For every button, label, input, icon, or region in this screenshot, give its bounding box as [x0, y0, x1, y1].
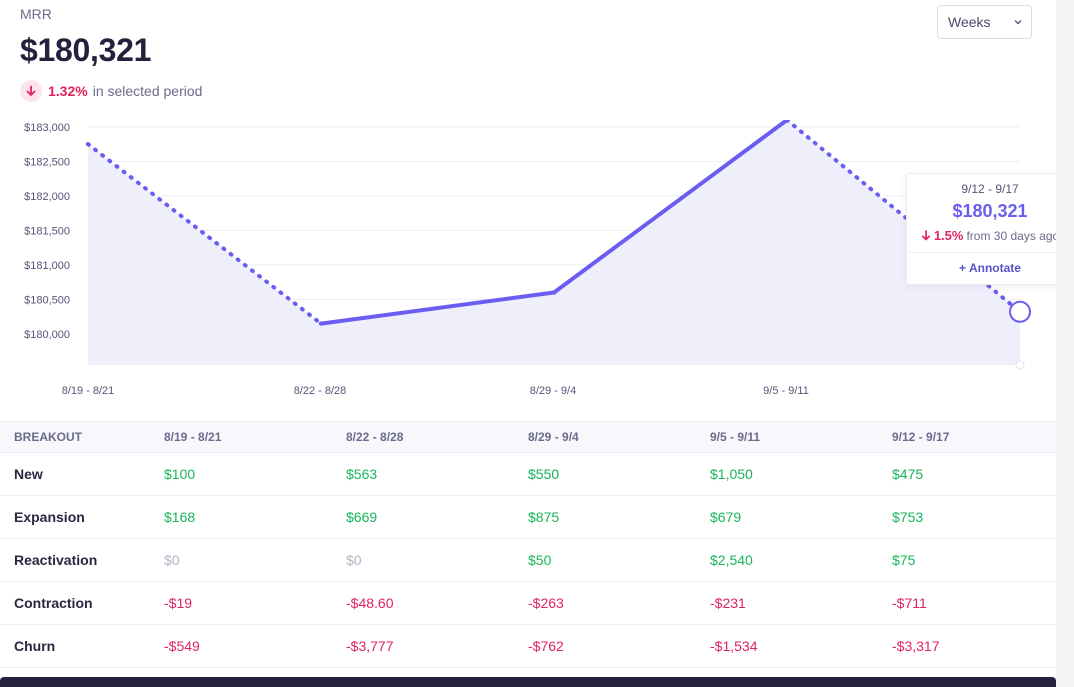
- table-cell: $563: [346, 466, 378, 482]
- series-line-segment: [86, 142, 323, 326]
- highlight-point: [1009, 300, 1031, 323]
- row-label: New: [14, 466, 43, 482]
- table-body: New $100 $563 $550 $1,050 $475 Expansion $168 $6…: [0, 453, 1056, 668]
- y-tick-label: $181,000: [24, 260, 70, 272]
- table-row: Expansion $168 $669 $875 $679 $753: [0, 496, 1056, 539]
- metric-change-percent: 1.32%: [48, 83, 88, 99]
- series-line-segment: [552, 120, 789, 295]
- row-label: Contraction: [14, 595, 93, 611]
- table-row: New $100 $563 $550 $1,050 $475: [0, 453, 1056, 496]
- y-tick-label: $181,500: [24, 225, 70, 237]
- table-cell: $475: [892, 466, 924, 482]
- data-point: [319, 321, 323, 326]
- table-cell: $100: [164, 466, 196, 482]
- tooltip-date: 9/12 - 9/17: [961, 182, 1019, 196]
- table-cell: $1,050: [710, 466, 753, 482]
- mrr-line-chart: $183,000 $182,500 $182,000 $181,500 $181,000…: [24, 120, 1031, 397]
- table-header-cell: 8/29 - 9/4: [528, 430, 579, 444]
- x-tick-label: 8/29 - 9/4: [530, 385, 576, 397]
- table-cell: $168: [164, 509, 196, 525]
- table-cell: -$263: [528, 595, 564, 611]
- x-tick-label: 9/5 - 9/11: [763, 385, 809, 397]
- annotate-button[interactable]: + Annotate: [959, 261, 1021, 275]
- chevron-down-icon: [1014, 20, 1022, 25]
- series-line-segment: [319, 290, 556, 326]
- table-header: BREAKOUT 8/19 - 8/21 8/22 - 8/28 8/29 - …: [0, 421, 1056, 453]
- y-tick-label: $180,500: [24, 294, 70, 306]
- table-cell: $753: [892, 509, 924, 525]
- tooltip-divider: [907, 252, 1073, 253]
- table-cell: -$3,317: [892, 638, 940, 654]
- area-fill: [88, 120, 1020, 365]
- table-cell: -$711: [892, 595, 927, 611]
- table-row: Reactivation $0 $0 $50 $2,540 $75: [0, 539, 1056, 582]
- table-cell: $2,540: [710, 552, 753, 568]
- table-cell: $679: [710, 509, 742, 525]
- y-tick-label: $182,000: [24, 191, 70, 203]
- table-header-cell: 8/19 - 8/21: [164, 430, 222, 444]
- table-header-cell: 8/22 - 8/28: [346, 430, 404, 444]
- table-cell: $0: [346, 552, 362, 568]
- metric-change: 1.32% in selected period: [20, 80, 202, 102]
- chart-tooltip: 9/12 - 9/17 $180,321 1.5% from 30 days a…: [906, 173, 1074, 285]
- bottom-bar: [0, 677, 1056, 687]
- y-tick-label: $182,500: [24, 156, 70, 168]
- arrow-down-icon: [20, 80, 42, 102]
- table-cell: -$231: [710, 595, 746, 611]
- x-tick-label: 8/19 - 8/21: [62, 385, 115, 397]
- table-row: Contraction -$19 -$48.60 -$263 -$231 -$711: [0, 582, 1056, 625]
- table-cell: -$762: [528, 638, 564, 654]
- data-point: [552, 290, 556, 295]
- x-tick-label: 8/22 - 8/28: [294, 385, 347, 397]
- table-row: Churn -$549 -$3,777 -$762 -$1,534 -$3,317: [0, 625, 1056, 668]
- tooltip-change-percent: 1.5%: [933, 228, 964, 243]
- data-point: [86, 142, 90, 147]
- y-tick-label: $183,000: [24, 122, 70, 134]
- table-cell: -$1,534: [710, 638, 758, 654]
- breakout-table: BREAKOUT 8/19 - 8/21 8/22 - 8/28 8/29 - …: [0, 421, 1056, 668]
- metric-label: MRR: [20, 6, 52, 22]
- row-label: Reactivation: [14, 552, 98, 568]
- tooltip-value: $180,321: [952, 201, 1028, 221]
- table-header-cell: 9/5 - 9/11: [710, 430, 761, 444]
- table-cell: -$19: [164, 595, 193, 611]
- table-header-cell: BREAKOUT: [14, 430, 82, 444]
- table-cell: -$3,777: [346, 638, 394, 654]
- scrollbar[interactable]: [1056, 0, 1074, 687]
- row-label: Expansion: [14, 509, 85, 525]
- table-cell: $669: [346, 509, 378, 525]
- table-cell: -$48.60: [346, 595, 394, 611]
- table-cell: $550: [528, 466, 560, 482]
- metric-value: $180,321: [20, 32, 152, 68]
- y-tick-label: $180,000: [24, 329, 70, 341]
- table-cell: $875: [528, 509, 560, 525]
- table-header-cell: 9/12 - 9/17: [892, 430, 950, 444]
- tooltip-change-text: from 30 days ago: [966, 228, 1060, 243]
- table-cell: -$549: [164, 638, 200, 654]
- data-point: [785, 120, 789, 122]
- period-select[interactable]: Weeks: [937, 5, 1032, 39]
- baseline-marker: [1015, 360, 1025, 370]
- table-cell: $75: [892, 552, 916, 568]
- arrow-down-icon: [921, 230, 930, 241]
- period-select-value: Weeks: [948, 14, 991, 30]
- row-label: Churn: [14, 638, 56, 654]
- table-cell: $50: [528, 552, 552, 568]
- table-cell: $0: [164, 552, 180, 568]
- tooltip-change: 1.5% from 30 days ago: [907, 228, 1073, 243]
- metric-change-text: in selected period: [92, 83, 203, 99]
